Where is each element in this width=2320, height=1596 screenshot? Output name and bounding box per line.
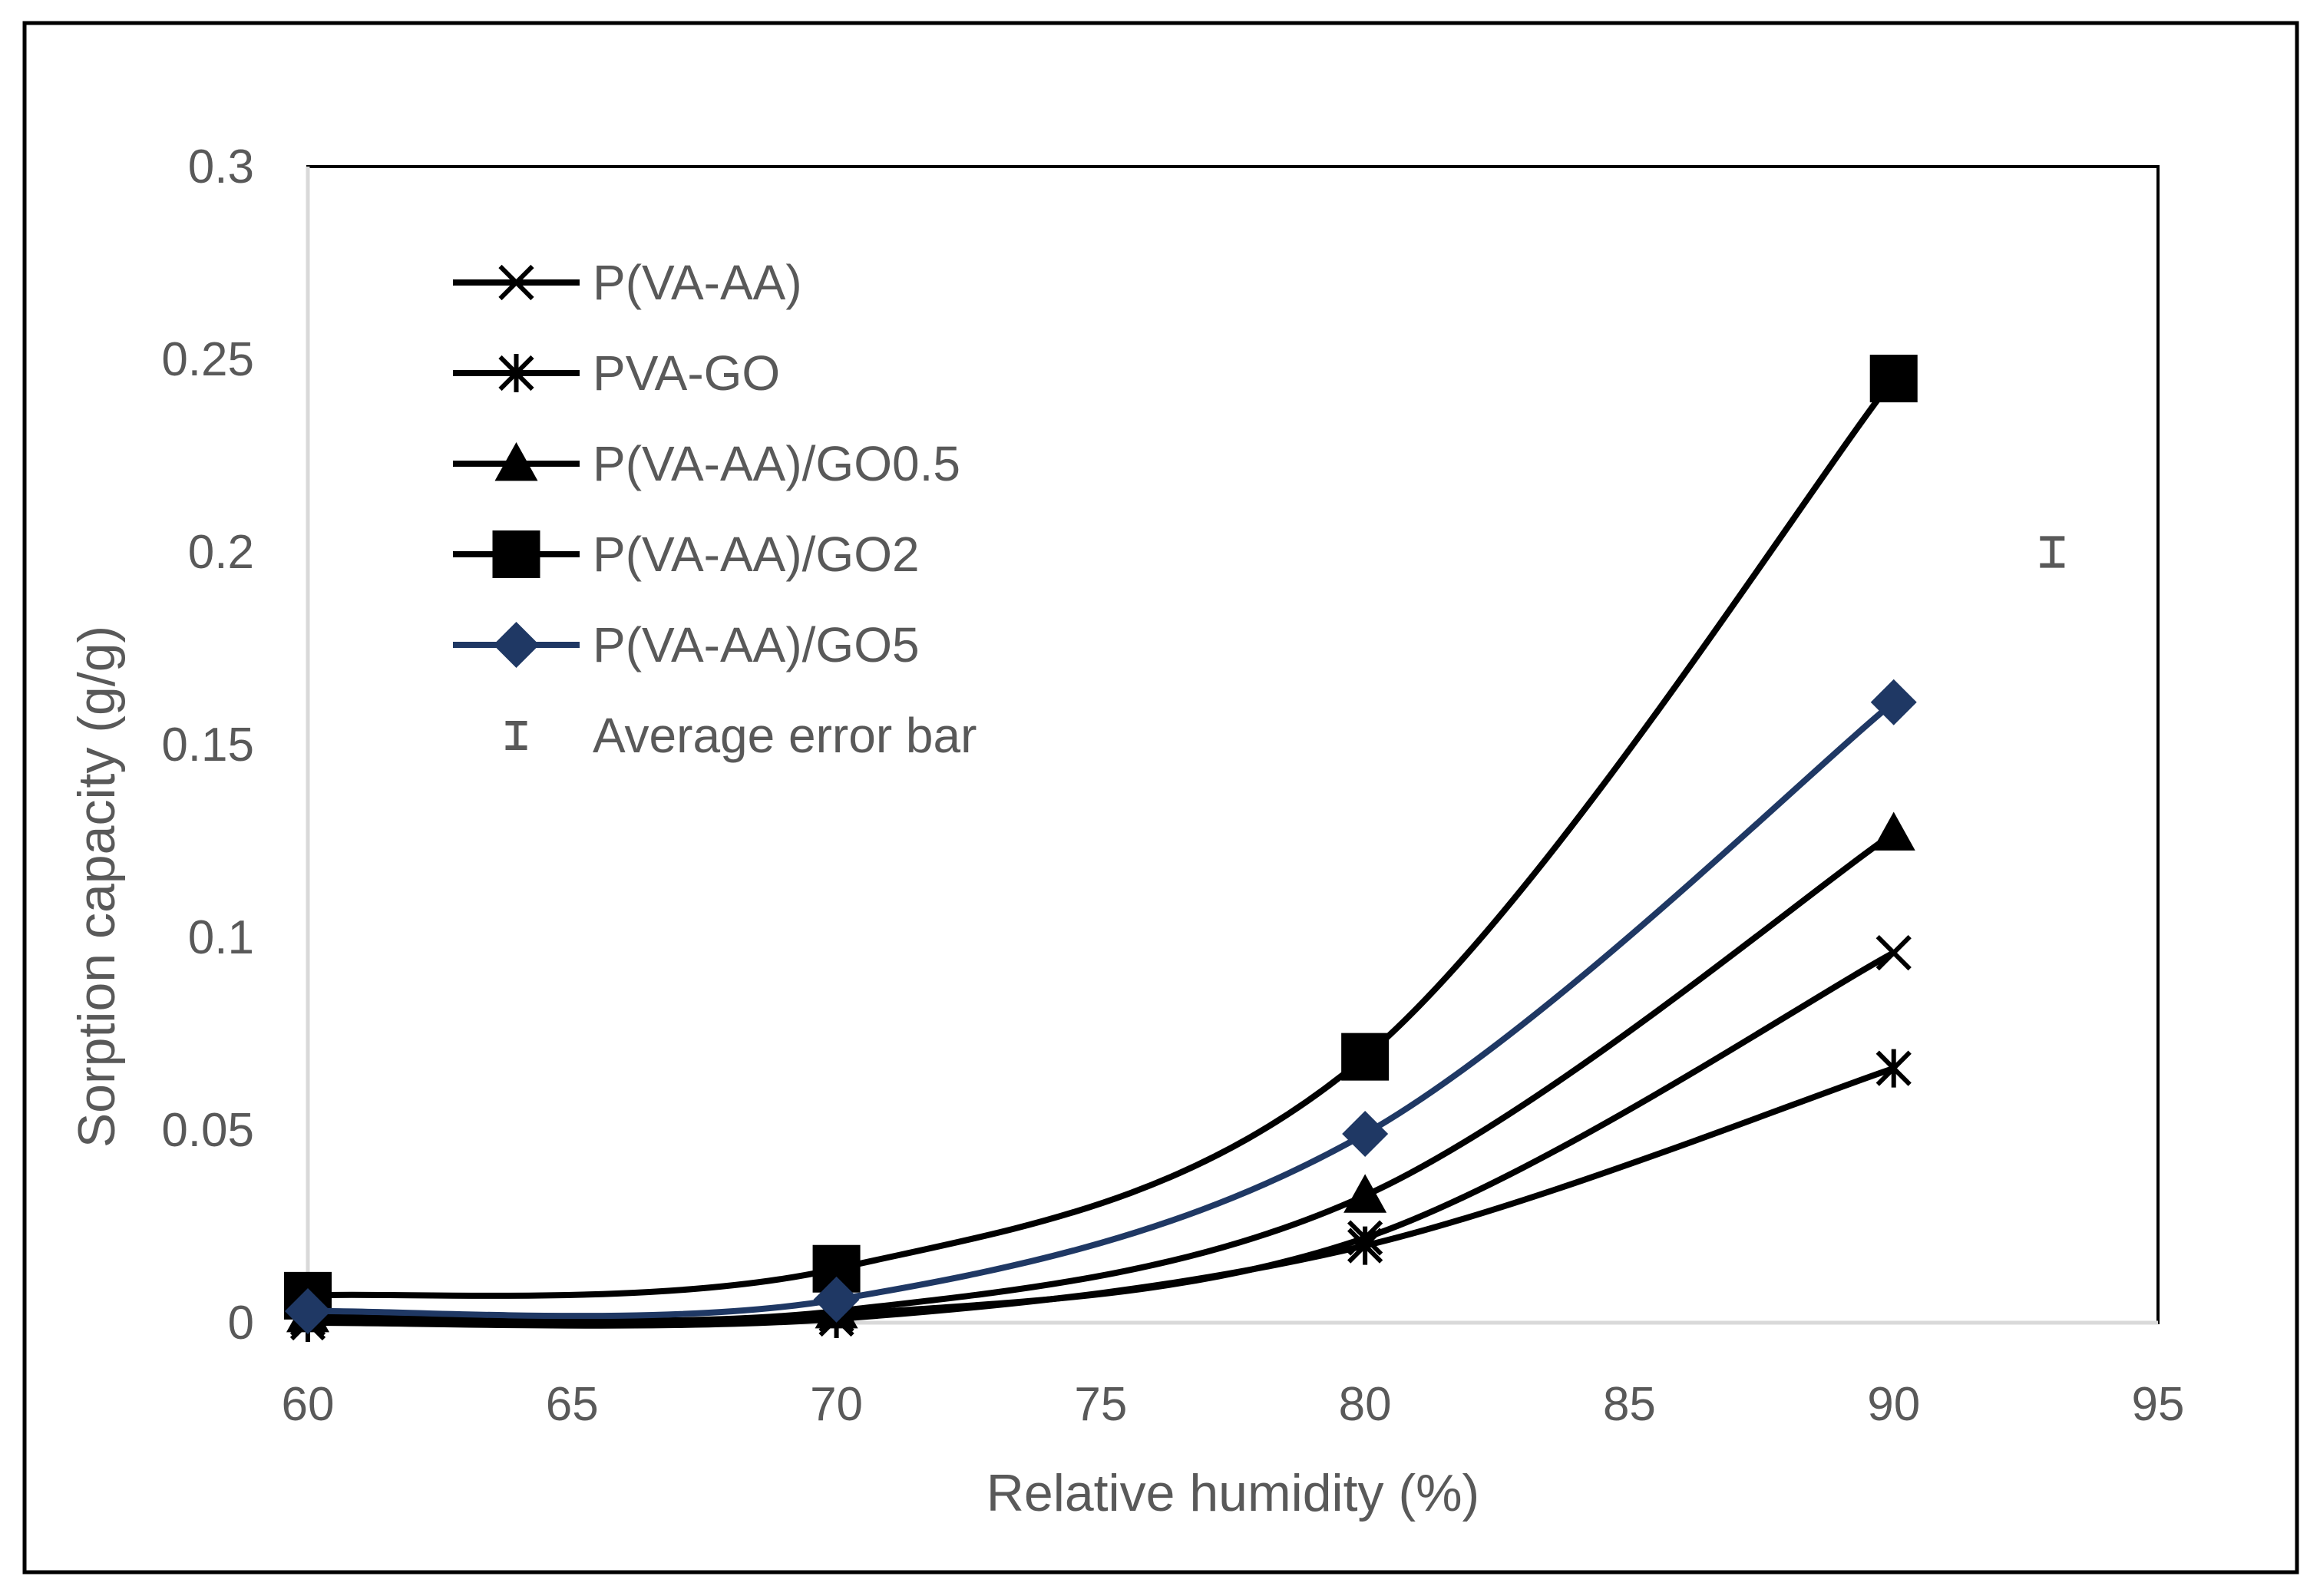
legend-marker [492,530,540,578]
series-line [307,831,1895,1324]
data-point [1875,1049,1912,1088]
legend-item: P(VA-AA)/GO2 [453,527,920,582]
legend-marker [505,721,527,750]
legend-marker [498,264,534,301]
y-tick-label: 0 [228,1297,254,1350]
data-point [1870,679,1917,725]
y-tick-label: 0.25 [161,333,254,386]
x-tick-label: 75 [1074,1378,1127,1431]
y-tick-labels: 0 0.05 0.1 0.15 0.2 0.25 0.3 [161,140,254,1350]
data-point [1875,934,1912,971]
y-tick-label: 0.3 [188,140,254,193]
average-error-bar [2040,536,2065,568]
legend-marker [494,442,538,481]
series-layer [284,355,1918,1342]
data-point [285,1287,331,1334]
series-4 [285,679,1917,1334]
legend-marker [493,622,540,668]
error-bar-layer [2040,536,2065,568]
x-tick-labels: 60 65 70 75 80 85 90 95 [282,1378,2185,1431]
legend-label: P(VA-AA) [593,255,802,310]
data-point [1341,1033,1390,1081]
legend-label: P(VA-AA)/GO5 [593,617,920,672]
data-point [1342,1111,1389,1158]
series-3 [284,355,1918,1320]
legend-item: PVA-GO [453,345,780,401]
data-point [1347,1226,1383,1265]
y-tick-label: 0.1 [188,911,254,964]
data-point [1872,811,1915,851]
x-tick-label: 80 [1339,1378,1392,1431]
data-point [1869,355,1918,403]
x-tick-label: 85 [1603,1378,1656,1431]
legend-label: P(VA-AA)/GO2 [593,527,920,582]
series-line [307,376,1896,1299]
legend-item: P(VA-AA)/GO5 [453,617,920,672]
y-tick-label: 0.05 [161,1104,254,1157]
series-line [307,1065,1895,1329]
legend: P(VA-AA) PVA-GO P(VA-AA)/GO0.5 P(VA-AA)/GO2… [453,255,977,763]
outer-frame [22,21,2299,1575]
x-tick-label: 90 [1867,1378,1920,1431]
x-tick-label: 95 [2132,1378,2185,1431]
x-axis-title: Relative humidity (%) [986,1464,1479,1522]
y-tick-label: 0.2 [188,526,254,579]
legend-label: PVA-GO [593,345,780,401]
legend-label: Average error bar [593,708,977,763]
y-axis-title: Sorption capacity (g/g) [68,626,126,1148]
legend-item: P(VA-AA) [453,255,802,310]
legend-item: P(VA-AA)/GO0.5 [453,436,960,491]
data-point [1343,1174,1387,1213]
legend-label: P(VA-AA)/GO0.5 [593,436,960,491]
x-tick-label: 65 [546,1378,599,1431]
legend-marker [498,354,534,392]
series-line [307,699,1896,1320]
data-point [813,1276,860,1323]
y-tick-label: 0.15 [161,719,254,772]
x-tick-label: 60 [282,1378,335,1431]
legend-item: Average error bar [505,708,977,763]
x-tick-label: 70 [810,1378,863,1431]
